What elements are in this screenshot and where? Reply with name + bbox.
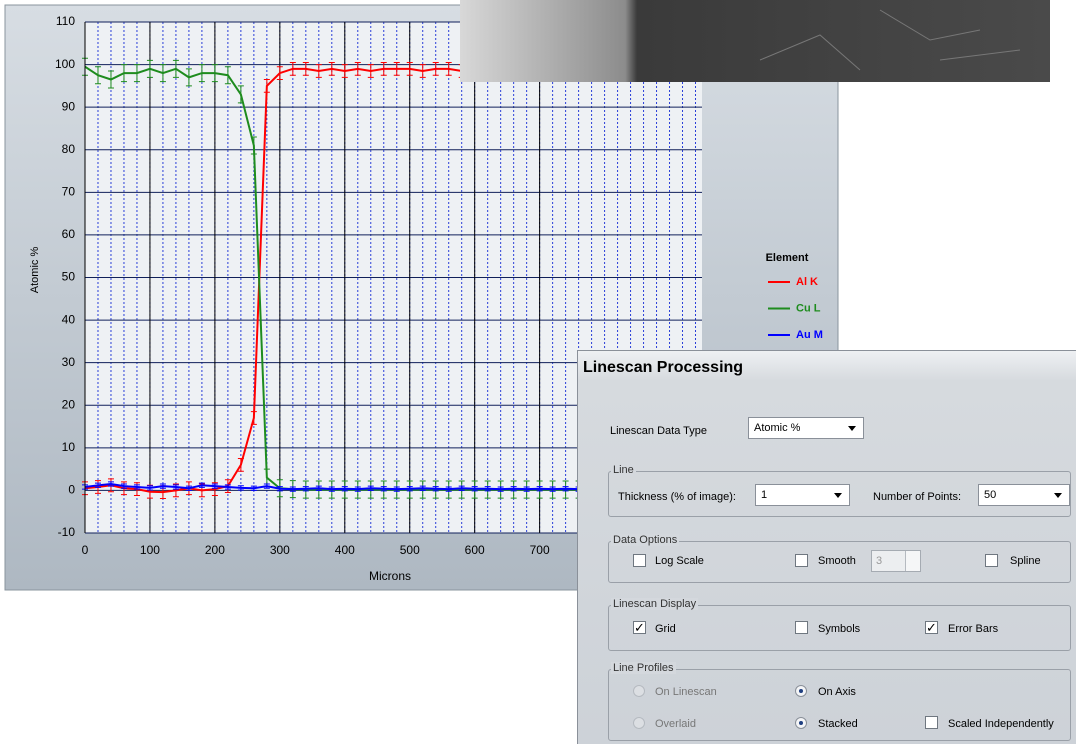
dialog-title: Linescan Processing [583, 359, 743, 377]
checkbox[interactable] [795, 554, 808, 567]
y-tick-label: 100 [55, 57, 75, 71]
spin-box[interactable]: 3 [871, 550, 921, 572]
y-tick-label: 90 [62, 99, 76, 113]
label: Error Bars [948, 623, 998, 635]
group-title: Data Options [611, 534, 679, 546]
label: Overlaid [655, 718, 696, 730]
linescan-dialog: Linescan Processing Linescan Data Type A… [577, 350, 1076, 744]
dropdown-value: 50 [984, 489, 996, 501]
radio-button[interactable] [633, 685, 645, 697]
y-tick-label: 20 [62, 397, 76, 411]
spin-value: 3 [876, 555, 882, 567]
dropdown[interactable]: 1 [755, 484, 850, 506]
y-tick-label: 40 [62, 312, 76, 326]
label: On Linescan [655, 686, 717, 698]
y-tick-label: 60 [62, 227, 76, 241]
y-tick-label: 0 [68, 483, 75, 497]
dropdown[interactable]: 50 [978, 484, 1070, 506]
dropdown[interactable]: Atomic % [748, 417, 864, 439]
label: Number of Points: [873, 491, 961, 503]
sem-image-area [460, 0, 1050, 82]
x-axis-label: Microns [369, 569, 411, 583]
group-title: Line [611, 464, 636, 476]
group-box: Line Profiles [608, 669, 1071, 741]
x-tick-label: 200 [205, 543, 225, 557]
checkbox[interactable] [985, 554, 998, 567]
label: Thickness (% of image): [618, 491, 736, 503]
label: Log Scale [655, 555, 704, 567]
y-tick-label: 50 [62, 270, 76, 284]
checkbox[interactable] [633, 554, 646, 567]
legend-label: Al K [796, 276, 818, 288]
x-tick-label: 300 [270, 543, 290, 557]
checkbox[interactable]: ✓ [925, 621, 938, 634]
checkbox[interactable] [795, 621, 808, 634]
label: Scaled Independently [948, 718, 1054, 730]
sem-image [460, 0, 1060, 84]
screen: Microns Atomic % Element -10010203040506… [0, 0, 1076, 744]
x-tick-label: 400 [335, 543, 355, 557]
y-tick-label: 80 [62, 142, 76, 156]
y-tick-label: 70 [62, 185, 76, 199]
group-title: Linescan Display [611, 598, 698, 610]
label: Stacked [818, 718, 858, 730]
x-tick-label: 100 [140, 543, 160, 557]
label: Spline [1010, 555, 1041, 567]
y-tick-label: 10 [62, 440, 76, 454]
dropdown-value: Atomic % [754, 422, 800, 434]
x-tick-label: 500 [400, 543, 420, 557]
radio-button[interactable] [795, 717, 807, 729]
radio-button[interactable] [633, 717, 645, 729]
label: On Axis [818, 686, 856, 698]
y-tick-label: -10 [58, 525, 76, 539]
x-tick-label: 700 [530, 543, 550, 557]
x-tick-label: 600 [465, 543, 485, 557]
radio-button[interactable] [795, 685, 807, 697]
y-tick-label: 110 [56, 14, 75, 28]
label: Linescan Data Type [610, 425, 707, 437]
legend-title: Element [766, 252, 809, 264]
group-title: Line Profiles [611, 662, 676, 674]
legend-label: Cu L [796, 302, 821, 314]
label: Smooth [818, 555, 856, 567]
y-tick-label: 30 [62, 355, 76, 369]
label: Symbols [818, 623, 860, 635]
legend-label: Au M [796, 329, 823, 341]
y-axis-label: Atomic % [29, 247, 41, 294]
x-tick-label: 0 [82, 543, 89, 557]
checkbox[interactable] [925, 716, 938, 729]
dropdown-value: 1 [761, 489, 767, 501]
checkbox[interactable]: ✓ [633, 621, 646, 634]
label: Grid [655, 623, 676, 635]
